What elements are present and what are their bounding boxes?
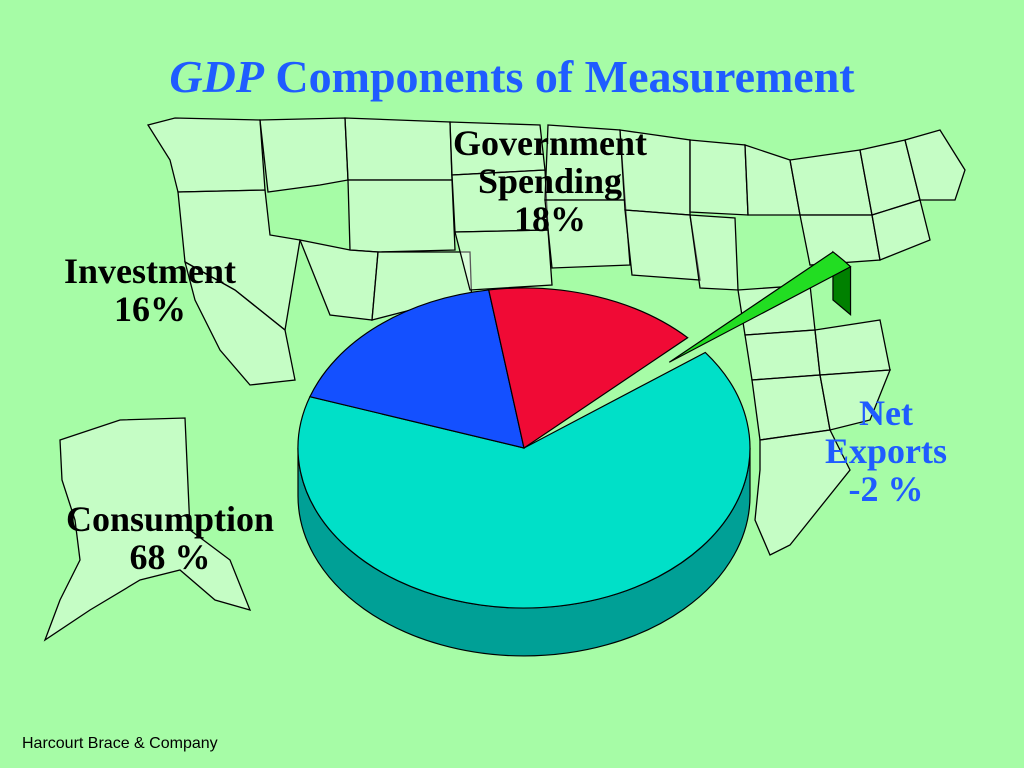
footer-credit: Harcourt Brace & Company — [22, 735, 218, 752]
label-net-exports: Net Exports -2 % — [786, 394, 986, 508]
pie-slice-net-exports — [668, 251, 852, 363]
label-investment-name: Investment — [64, 251, 236, 291]
label-investment: Investment 16% — [30, 252, 270, 328]
title-rest: Components of Measurement — [263, 51, 855, 102]
pie-slice-investment — [488, 287, 689, 449]
label-consumption-pct: 68 % — [129, 537, 211, 577]
title-gdp: GDP — [169, 51, 264, 102]
pie-slice-government-spending — [309, 289, 525, 449]
label-government-spending: Government Spending 18% — [410, 124, 690, 238]
label-consumption: Consumption 68 % — [30, 500, 310, 576]
pie-slice-consumption — [297, 351, 751, 609]
label-net-exports-name-2: Exports — [824, 431, 947, 471]
label-net-exports-pct: -2 % — [848, 469, 924, 509]
label-government-name-1: Government — [453, 123, 647, 163]
label-net-exports-name-1: Net — [859, 393, 913, 433]
label-investment-pct: 16% — [114, 289, 186, 329]
label-government-pct: 18% — [514, 199, 586, 239]
label-government-name-2: Spending — [477, 161, 623, 201]
label-consumption-name: Consumption — [65, 499, 275, 539]
page-title: GDP Components of Measurement — [0, 50, 1024, 103]
